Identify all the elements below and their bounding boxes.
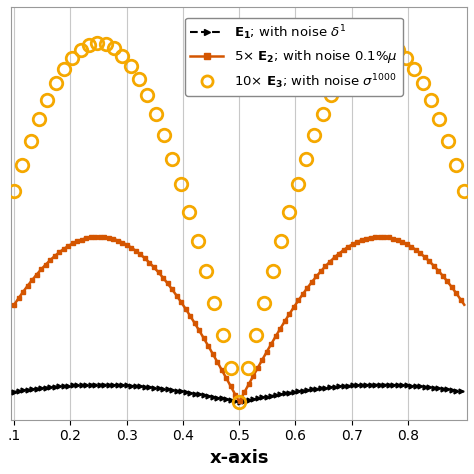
Legend: $\mathbf{E_1}$; with noise $\delta^1$, 5$\times$ $\mathbf{E_2}$; with noise 0.1%: $\mathbf{E_1}$; with noise $\delta^1$, 5… [185, 18, 403, 96]
X-axis label: x-axis: x-axis [210, 449, 269, 467]
